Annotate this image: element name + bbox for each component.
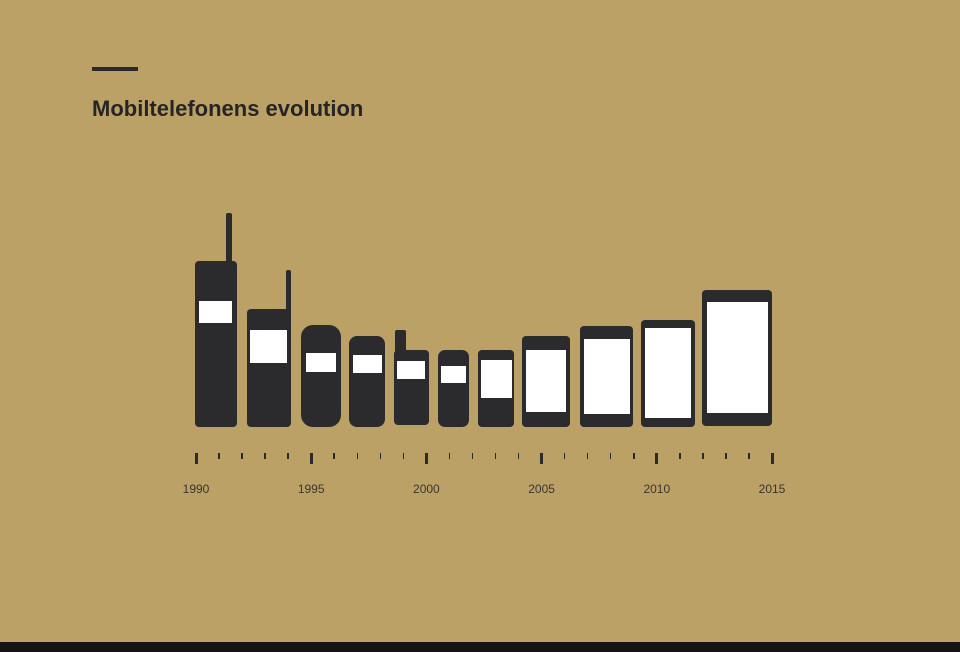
minor-tick — [563, 453, 566, 459]
minor-tick — [264, 453, 266, 459]
phone-1990-screen — [199, 301, 232, 323]
minor-tick — [702, 453, 704, 459]
minor-tick — [609, 453, 612, 459]
axis-label-1990: 1990 — [182, 482, 210, 496]
major-tick — [770, 453, 774, 464]
minor-tick — [402, 453, 405, 459]
phone-2007-screen — [584, 339, 630, 414]
phone-2003-screen — [481, 360, 512, 398]
axis-label-2000: 2000 — [413, 482, 440, 496]
phone-1999-screen — [397, 361, 425, 379]
phone-2001 — [438, 350, 469, 427]
minor-tick — [471, 453, 474, 459]
minor-tick — [241, 453, 243, 459]
major-tick — [424, 453, 428, 464]
phone-1995 — [301, 325, 341, 427]
phone-1997 — [349, 336, 385, 427]
minor-tick — [748, 453, 750, 459]
minor-tick — [725, 453, 727, 459]
phone-1999-antenna — [395, 330, 406, 355]
major-tick — [540, 453, 544, 464]
phone-1995-screen — [306, 353, 336, 372]
axis-label-2015: 2015 — [758, 482, 786, 496]
minor-tick — [218, 453, 220, 459]
bottom-bar — [0, 642, 960, 652]
page-title: Mobiltelefonens evolution — [92, 96, 364, 121]
title-accent-line — [92, 67, 138, 71]
axis-label-1995: 1995 — [297, 482, 325, 496]
minor-tick — [379, 453, 382, 459]
phone-1990-antenna — [226, 213, 232, 263]
major-tick — [194, 453, 198, 464]
minor-tick — [679, 453, 681, 459]
phone-2005-screen — [526, 350, 566, 412]
minor-tick — [356, 453, 359, 459]
minor-tick — [333, 453, 335, 459]
major-tick — [309, 453, 313, 464]
phone-1992 — [247, 309, 291, 427]
phone-2013-screen — [707, 302, 768, 413]
phone-2010-screen — [645, 328, 691, 418]
minor-tick — [633, 453, 635, 459]
phone-1990 — [195, 261, 237, 427]
phone-1992-antenna — [286, 270, 291, 315]
axis-label-2010: 2010 — [643, 482, 671, 496]
major-tick — [655, 453, 659, 464]
minor-tick — [517, 453, 520, 459]
phone-2001-screen — [441, 366, 466, 383]
minor-tick — [448, 453, 451, 459]
phone-1997-screen — [353, 355, 382, 373]
minor-tick — [586, 453, 589, 459]
minor-tick — [287, 453, 289, 459]
phone-1992-screen — [250, 330, 287, 363]
minor-tick — [494, 453, 497, 459]
axis-label-2005: 2005 — [528, 482, 555, 496]
